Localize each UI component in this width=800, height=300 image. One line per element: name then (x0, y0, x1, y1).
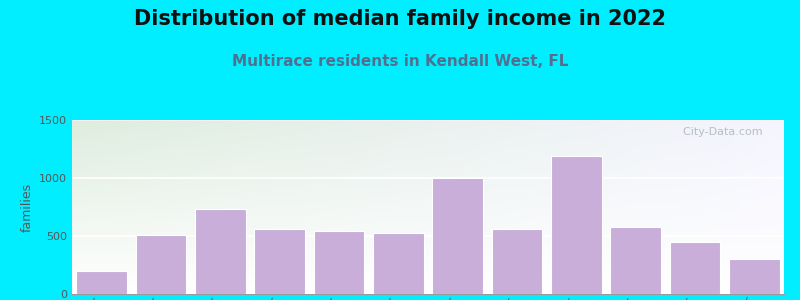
Text: City-Data.com: City-Data.com (676, 127, 762, 137)
Bar (670, 242, 720, 294)
Text: Distribution of median family income in 2022: Distribution of median family income in … (134, 9, 666, 29)
Bar (551, 156, 602, 294)
Bar (136, 235, 186, 294)
Bar (492, 229, 542, 294)
Bar (433, 178, 483, 294)
Bar (729, 259, 779, 294)
Y-axis label: families: families (21, 182, 34, 232)
Bar (610, 227, 661, 294)
Bar (314, 231, 364, 294)
Text: Multirace residents in Kendall West, FL: Multirace residents in Kendall West, FL (232, 54, 568, 69)
Bar (77, 271, 127, 294)
Bar (373, 232, 423, 294)
Bar (254, 229, 305, 294)
Bar (195, 209, 246, 294)
